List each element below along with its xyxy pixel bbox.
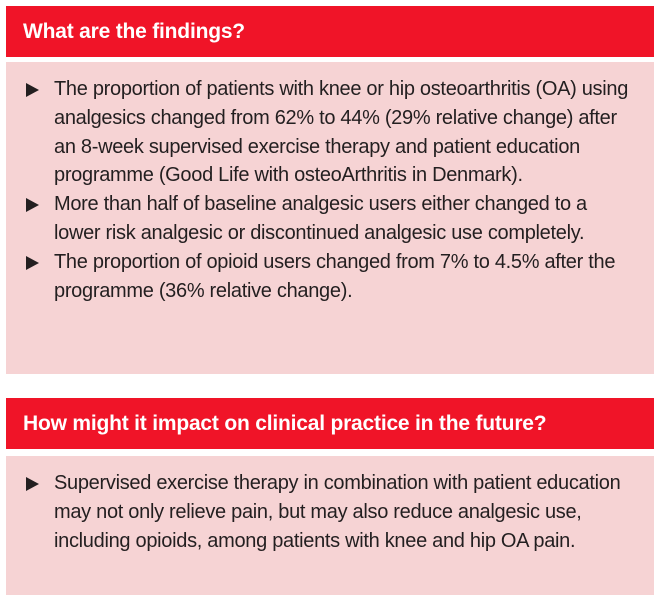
impact-bullet: Supervised exercise therapy in combinati… — [24, 469, 634, 555]
findings-bullet: The proportion of opioid users changed f… — [24, 248, 634, 306]
findings-box: The proportion of patients with knee or … — [6, 62, 654, 374]
impact-box: Supervised exercise therapy in combinati… — [6, 456, 654, 595]
findings-bullet: More than half of baseline analgesic use… — [24, 190, 634, 248]
bullet-text: The proportion of opioid users changed f… — [54, 250, 616, 302]
findings-bullet: The proportion of patients with knee or … — [24, 75, 634, 190]
findings-header: What are the findings? — [6, 6, 654, 57]
impact-header: How might it impact on clinical practice… — [6, 398, 654, 449]
triangle-bullet-icon — [26, 477, 39, 491]
triangle-bullet-icon — [26, 198, 39, 213]
triangle-bullet-icon — [26, 255, 39, 270]
bullet-text: The proportion of patients with knee or … — [54, 78, 629, 187]
bullet-text: Supervised exercise therapy in combinati… — [54, 472, 621, 552]
triangle-bullet-icon — [26, 83, 39, 97]
bullet-text: More than half of baseline analgesic use… — [54, 193, 587, 244]
